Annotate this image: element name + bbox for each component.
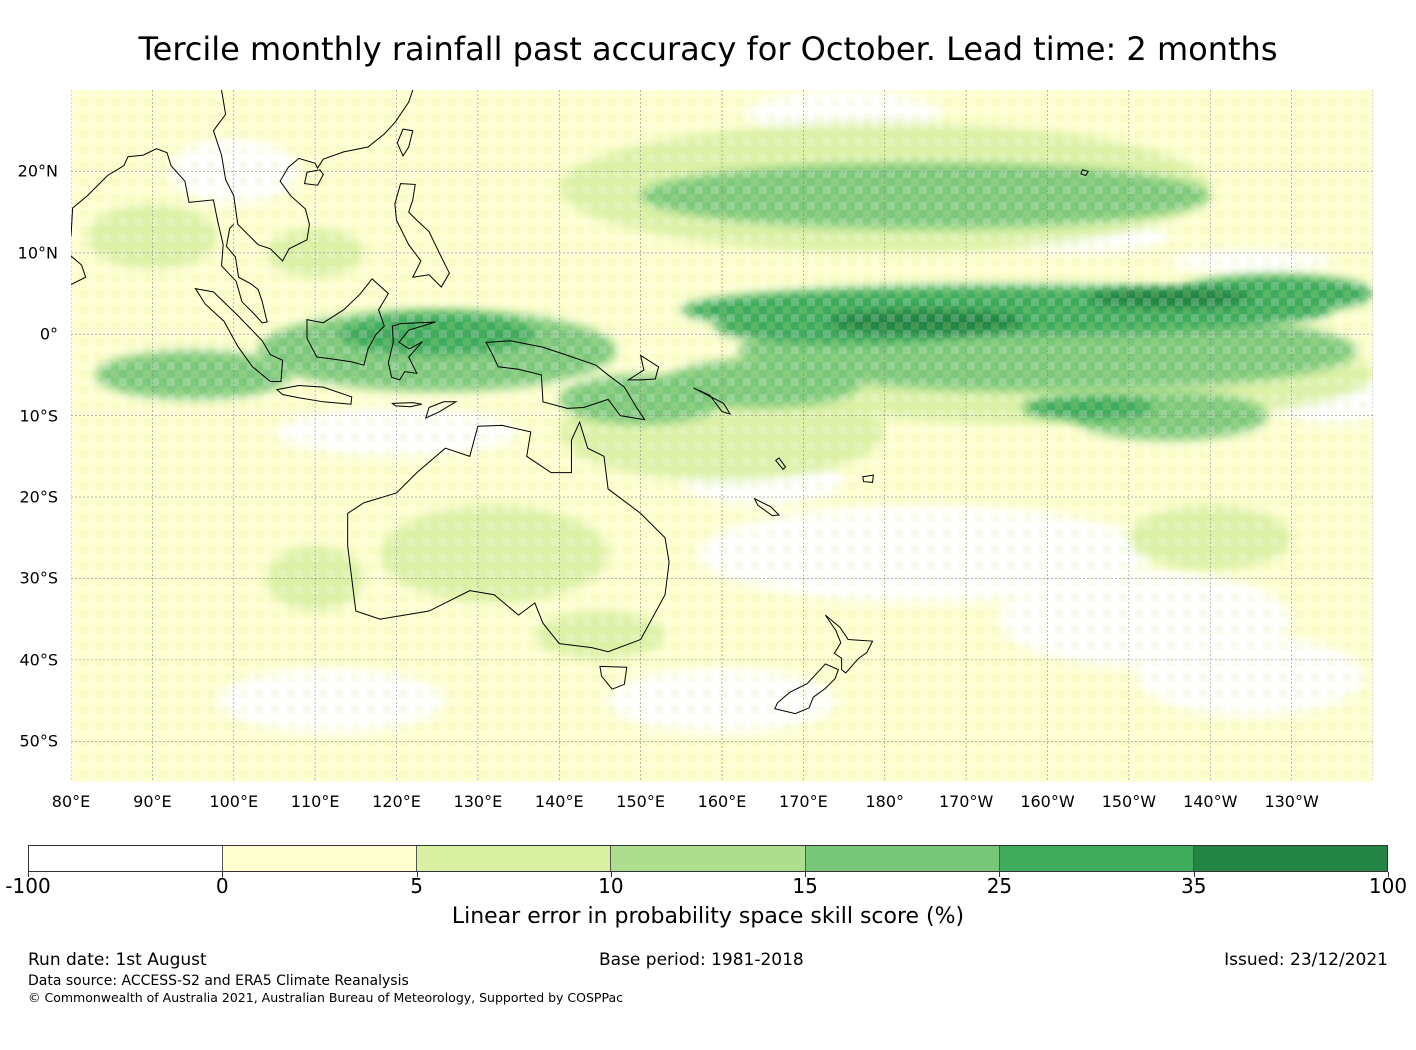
longitude-label: 110°E (290, 792, 340, 811)
colorbar-tick-label: 25 (986, 874, 1013, 898)
longitude-label: 170°W (938, 792, 994, 811)
sri-lanka-coastline (71, 255, 87, 286)
colorbar-segment (611, 846, 806, 871)
run-date: Run date: 1st August (28, 950, 207, 970)
hawaii-coastline (1080, 169, 1089, 177)
new-zealand-south-island (774, 663, 839, 715)
tasmania-coastline (599, 665, 628, 690)
new-britain-coastline (626, 354, 660, 381)
longitude-label: 180° (865, 792, 905, 811)
solomon-islands-coastline (693, 387, 732, 415)
colorbar-tick-label: 15 (792, 874, 818, 898)
copyright: © Commonwealth of Australia 2021, Austra… (28, 990, 623, 1005)
sulawesi-coastline (387, 321, 436, 381)
java-coastline (275, 385, 353, 405)
latitude-label: 50°S (19, 731, 58, 751)
colorbar-segment (999, 846, 1194, 871)
colorbar-label: Linear error in probability space skill … (451, 904, 965, 929)
sumatra-coastline (194, 287, 284, 382)
colorbar (28, 845, 1388, 872)
colorbar-segment (29, 846, 224, 871)
new-zealand-north-island (824, 614, 874, 674)
longitude-label: 160°W (1020, 792, 1075, 811)
colorbar-tick-label: 0 (215, 874, 229, 898)
colorbar-tick-mark (610, 872, 612, 877)
latitude-label: 20°N (17, 161, 58, 181)
colorbar-tick-label: 5 (410, 874, 423, 898)
borneo-coastline (306, 278, 390, 366)
issued-date: Issued: 23/12/2021 (1224, 950, 1388, 970)
latitude-label: 10°S (19, 406, 58, 426)
philippines-coastline (394, 183, 450, 288)
asia-mainland-coastline (212, 90, 414, 262)
longitude-label: 140°W (1183, 792, 1238, 811)
colorbar-tick-mark (999, 872, 1001, 877)
taiwan-coastline (396, 128, 414, 158)
skill-score-map (71, 90, 1373, 782)
colorbar-tick-mark (222, 872, 224, 877)
graticule (71, 90, 1373, 782)
longitude-label: 160°E (697, 792, 747, 811)
coastlines (71, 90, 1089, 715)
longitude-label: 80°E (51, 792, 91, 811)
colorbar-segment (417, 846, 612, 871)
colorbar-tick-mark (28, 872, 29, 877)
latitude-label: 10°N (17, 243, 58, 263)
colorbar-tick-mark (1193, 872, 1195, 877)
map-canvas (71, 90, 1373, 782)
colorbar-tick-label: -100 (5, 874, 51, 898)
indochina-coastline (71, 148, 268, 324)
colorbar-tick-label: 100 (1368, 874, 1408, 898)
new-guinea-coastline (485, 340, 646, 421)
longitude-label: 140°E (534, 792, 584, 811)
longitude-label: 90°E (133, 792, 172, 811)
flores-coastline (391, 402, 422, 408)
latitude-label: 40°S (19, 650, 58, 670)
longitude-label: 150°E (616, 792, 665, 811)
colorbar-segment (805, 846, 1000, 871)
longitude-label: 100°E (209, 792, 259, 811)
new-caledonia-coastline (753, 497, 781, 517)
base-period: Base period: 1981-2018 (599, 950, 804, 970)
longitude-label: 130°E (453, 792, 503, 811)
timor-coastline (424, 401, 458, 420)
colorbar-tick-label: 35 (1180, 874, 1207, 898)
colorbar-segment (1193, 846, 1387, 871)
longitude-label: 170°E (779, 792, 828, 811)
colorbar-tick-mark (416, 872, 418, 877)
hainan-coastline (303, 169, 324, 186)
data-source: Data source: ACCESS-S2 and ERA5 Climate … (28, 973, 409, 989)
longitude-label: 150°W (1101, 792, 1157, 811)
latitude-label: 30°S (19, 568, 58, 588)
vanuatu-coastline (774, 457, 787, 471)
australia-coastline (347, 420, 670, 653)
longitude-label: 130°W (1264, 792, 1319, 811)
colorbar-tick-mark (805, 872, 807, 877)
latitude-label: 20°S (19, 487, 58, 507)
chart-title: Tercile monthly rainfall past accuracy f… (138, 30, 1278, 68)
colorbar-segment (223, 846, 418, 871)
colorbar-tick-mark (1388, 872, 1389, 877)
latitude-label: 0° (39, 324, 58, 344)
fiji-coastline (862, 474, 874, 483)
longitude-label: 120°E (372, 792, 421, 811)
colorbar-tick-label: 10 (598, 874, 624, 898)
